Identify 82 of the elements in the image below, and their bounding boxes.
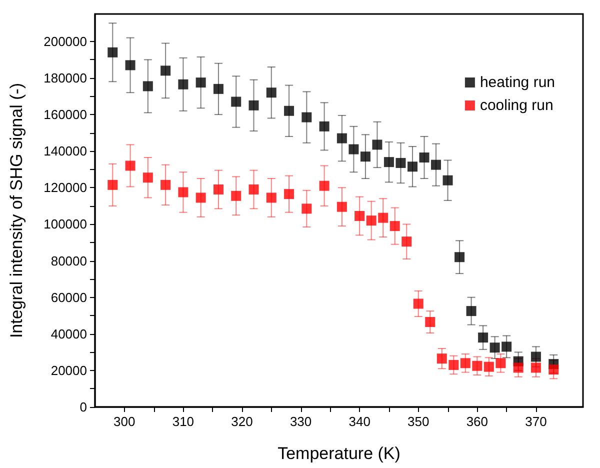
point (266, 192, 276, 203)
x-tick-label: 370 (525, 414, 547, 429)
point (390, 221, 400, 232)
y-tick-label: 60000 (50, 290, 87, 305)
point (302, 204, 312, 214)
point (231, 190, 242, 201)
x-tick-label: 360 (466, 414, 488, 429)
point (513, 362, 524, 373)
x-tick-label: 320 (231, 414, 253, 429)
point (407, 162, 418, 172)
point (125, 160, 136, 171)
y-axis-title: Integral intensity of SHG signal (-) (7, 82, 26, 338)
point (360, 152, 370, 162)
point (478, 332, 488, 343)
legend-label: cooling run (480, 97, 554, 114)
point (336, 133, 347, 144)
y-tick-label: 120000 (44, 180, 87, 196)
y-tick-label: 80000 (50, 253, 87, 268)
point (378, 212, 388, 223)
point (108, 180, 118, 190)
point (178, 187, 188, 198)
y-tick-label: 160000 (44, 107, 87, 122)
point (413, 298, 424, 309)
point (442, 175, 453, 186)
point (142, 172, 153, 183)
y-tick-label: 200000 (44, 34, 87, 49)
point (336, 202, 347, 212)
point (248, 184, 259, 194)
point (319, 121, 330, 132)
point (472, 360, 482, 371)
point (530, 362, 541, 373)
point (160, 180, 171, 190)
point (284, 106, 294, 116)
y-tick-label: 40000 (50, 326, 87, 342)
point (178, 79, 188, 90)
point (160, 66, 171, 76)
point (284, 189, 294, 200)
point (348, 144, 359, 154)
point (548, 364, 559, 375)
point (436, 354, 447, 364)
x-tick-label: 300 (114, 414, 136, 429)
point (425, 317, 436, 327)
x-axis-title: Temperature (K) (278, 444, 400, 463)
point (431, 160, 442, 170)
point (125, 60, 136, 70)
point (319, 180, 330, 191)
point (196, 78, 206, 88)
x-tick-label: 310 (172, 414, 194, 429)
point (496, 358, 506, 368)
point (366, 216, 376, 226)
point (266, 88, 276, 98)
point (419, 152, 430, 162)
y-tick-label: 140000 (44, 144, 87, 159)
point (213, 84, 224, 94)
point (231, 96, 242, 107)
y-tick-label: 100000 (44, 216, 87, 232)
x-tick-label: 350 (408, 414, 430, 429)
point (460, 358, 470, 368)
point (248, 100, 259, 110)
point (384, 157, 394, 168)
y-tick-label: 20000 (50, 362, 87, 378)
point (448, 360, 459, 370)
point (502, 342, 512, 352)
x-tick-label: 340 (348, 414, 370, 429)
point (396, 158, 406, 168)
point (372, 140, 382, 150)
point (402, 236, 412, 247)
x-tick-label: 330 (290, 414, 312, 429)
point (490, 342, 500, 353)
legend-label: heating run (480, 74, 556, 91)
point (108, 47, 118, 58)
point (213, 184, 224, 194)
point (302, 112, 312, 122)
point (484, 362, 494, 372)
y-tick-label: 0 (80, 400, 87, 414)
point (454, 252, 465, 262)
point (142, 81, 153, 92)
y-tick-label: 180000 (44, 70, 87, 86)
point (466, 306, 476, 316)
point (354, 210, 365, 221)
point (196, 192, 206, 203)
point (530, 352, 541, 362)
